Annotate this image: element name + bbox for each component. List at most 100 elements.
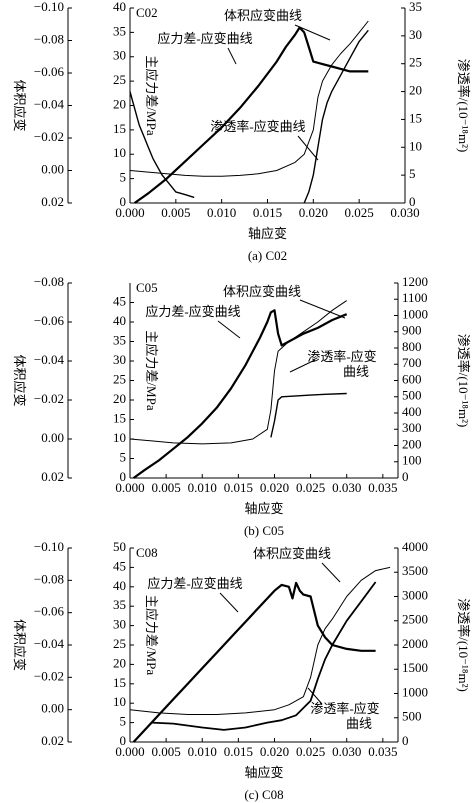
y2-tick-label: 4000 [402, 539, 428, 554]
caption: (a) C02 [248, 248, 287, 263]
y2-tick-label: 30 [409, 27, 422, 42]
x-tick-label: 0.030 [390, 205, 419, 220]
data-line [132, 309, 348, 479]
x-tick-label: 0.030 [332, 744, 361, 759]
annotation: 应力差-应变曲线 [145, 304, 240, 319]
data-line [129, 300, 347, 445]
y3-axis-label: 体积应变 [12, 354, 27, 406]
y2-tick-label: 100 [402, 453, 422, 468]
annotation-arrow [219, 592, 239, 613]
y2-tick-label: 15 [409, 110, 422, 125]
annotation: 渗透率-应变 [310, 701, 379, 716]
y3-tick-label: −0.08 [34, 274, 64, 289]
y3-tick-label: −0.04 [34, 96, 65, 111]
y2-tick-label: 700 [402, 355, 422, 370]
annotation: 渗透率-应变 [307, 349, 376, 364]
x-tick-label: 0.025 [345, 205, 374, 220]
y-tick-label: 35 [113, 23, 126, 38]
y3-tick-label: −0.06 [34, 64, 65, 79]
x-tick-label: 0.000 [115, 205, 144, 220]
y3-tick-label: −0.04 [34, 352, 65, 367]
x-tick-label: 0.015 [224, 744, 253, 759]
x-tick-label: 0.025 [296, 480, 325, 495]
annotation: 体积应变曲线 [223, 284, 301, 299]
x-tick-label: 0.025 [296, 744, 325, 759]
y2-tick-label: 1000 [402, 306, 428, 321]
y3-tick-label: −0.06 [34, 313, 65, 328]
annotation: 曲线 [343, 364, 369, 379]
y3-tick-label: −0.10 [34, 0, 64, 14]
y2-tick-label: 500 [402, 709, 422, 724]
y2-tick-label: 35 [409, 0, 422, 14]
panel-title: C08 [136, 545, 158, 560]
x-axis-label: 轴应变 [248, 226, 287, 241]
data-line [133, 26, 369, 204]
x-tick-label: 0.015 [224, 480, 253, 495]
y-tick-label: 5 [120, 714, 127, 729]
y-axis-label: 主应力差/MPa [144, 595, 159, 675]
y2-tick-label: 1100 [402, 290, 428, 305]
y2-tick-label: 1200 [402, 274, 428, 289]
y-tick-label: 30 [113, 352, 126, 367]
y-axis-label: 主应力差/MPa [144, 55, 159, 135]
y3-tick-label: −0.06 [34, 604, 65, 619]
caption: (c) C08 [244, 787, 283, 802]
x-tick-label: 0.035 [368, 744, 397, 759]
y-tick-label: 15 [113, 410, 126, 425]
caption: (b) C05 [244, 523, 284, 538]
y-tick-label: 40 [113, 0, 126, 14]
y-tick-label: 20 [113, 391, 126, 406]
x-tick-label: 0.000 [115, 744, 144, 759]
y-tick-label: 25 [113, 72, 126, 87]
y-tick-label: 30 [113, 48, 126, 63]
y2-tick-label: 20 [409, 83, 422, 98]
y-tick-label: 40 [113, 578, 126, 593]
data-line [129, 20, 369, 177]
y-tick-label: 10 [113, 145, 126, 160]
x-tick-label: 0.010 [188, 744, 217, 759]
panel-title: C05 [136, 280, 158, 295]
y3-tick-label: 0.00 [41, 430, 64, 445]
y-axis-label: 主应力差/MPa [144, 330, 159, 410]
x-tick-label: 0.020 [260, 480, 289, 495]
y-tick-label: 30 [113, 617, 126, 632]
panel-title: C02 [136, 5, 158, 20]
y2-tick-label: 300 [402, 420, 422, 435]
annotation-arrow [217, 320, 241, 339]
x-tick-label: 0.010 [188, 480, 217, 495]
y3-tick-label: 0.02 [41, 194, 64, 209]
annotation-arrow [289, 359, 316, 373]
y-tick-label: 15 [113, 675, 126, 690]
y-tick-label: 5 [120, 170, 127, 185]
x-tick-label: 0.000 [115, 480, 144, 495]
y3-axis-label: 体积应变 [12, 79, 27, 131]
y2-tick-label: 2000 [402, 636, 428, 651]
y3-tick-label: −0.04 [34, 636, 65, 651]
y2-tick-label: 800 [402, 339, 422, 354]
y2-tick-label: 600 [402, 371, 422, 386]
annotation-arrow [321, 562, 341, 583]
y3-tick-label: 0.00 [41, 701, 64, 716]
y2-axis-label: 渗透率/(10⁻¹⁸m²) [456, 598, 471, 692]
y2-tick-label: 0 [402, 733, 409, 748]
y3-tick-label: −0.08 [34, 571, 64, 586]
y-tick-label: 0 [120, 733, 127, 748]
y-tick-label: 25 [113, 636, 126, 651]
x-tick-label: 0.015 [253, 205, 282, 220]
annotation: 体积应变曲线 [224, 8, 302, 23]
y-tick-label: 20 [113, 96, 126, 111]
y3-tick-label: 0.02 [41, 469, 64, 484]
x-tick-label: 0.010 [207, 205, 236, 220]
y2-tick-label: 900 [402, 323, 422, 338]
data-line [270, 392, 347, 438]
y2-tick-label: 0 [409, 194, 416, 209]
annotation-arrow [294, 24, 331, 41]
y-tick-label: 5 [120, 449, 127, 464]
data-line [129, 29, 369, 204]
x-tick-label: 0.005 [151, 480, 180, 495]
y-tick-label: 10 [113, 430, 126, 445]
annotation: 曲线 [346, 716, 372, 731]
y2-tick-label: 3500 [402, 563, 428, 578]
y2-tick-label: 400 [402, 404, 422, 419]
